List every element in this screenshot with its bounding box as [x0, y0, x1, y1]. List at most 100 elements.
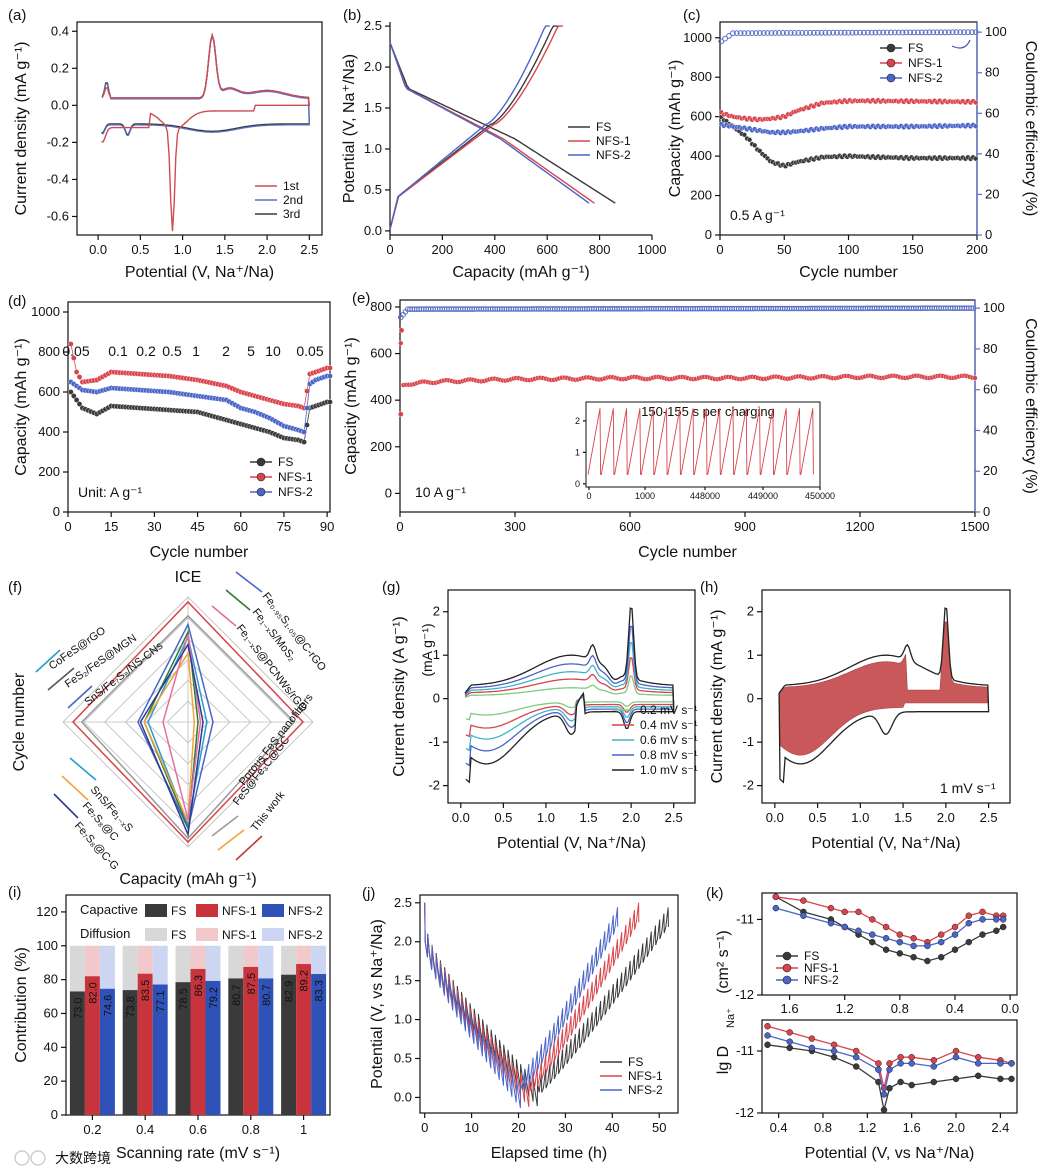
panel-a-y-tick-label: 0.0	[51, 97, 69, 112]
panel-k-top-point-NFS-2	[882, 935, 890, 942]
panel-d-line-FS	[70, 391, 330, 443]
panel-e-y-tick-label: 0	[385, 485, 392, 500]
panel-i-bar-diffusion	[175, 945, 191, 983]
panel-h-y-tick-label: 0	[747, 691, 754, 706]
panel-c-points-CE	[922, 29, 929, 36]
panel-c-points-CE	[849, 29, 856, 36]
panel-e-points-initial	[397, 411, 404, 418]
panel-i-y-tick-label: 40	[44, 1039, 58, 1054]
panel-k-top-point-NFS-1	[979, 908, 986, 916]
panel-b-x-tick-label: 800	[589, 242, 611, 257]
panel-k-top-x-tick-label: 0.4	[946, 1001, 964, 1016]
panel-g-x-tick-label: 0.5	[494, 810, 512, 825]
panel-e-y2-tick-label: 0	[983, 504, 990, 519]
panel-c-y2-tick-label: 40	[985, 146, 999, 161]
panel-k-bot-point-FS	[908, 1081, 915, 1089]
panel-k-top-point-NFS-2	[924, 942, 931, 950]
panel-a-y-tick-label: 0.4	[51, 23, 69, 38]
panel-c-points-CE	[880, 29, 887, 36]
panel-c-y-tick-label: 800	[690, 69, 712, 84]
panel-c-points-CE	[722, 35, 728, 42]
panel-c-letter: (c)	[683, 7, 701, 24]
panel-d-points-FS	[304, 422, 310, 428]
watermark-logo	[14, 1150, 30, 1166]
panel-a-ylabel: Current density (mA g⁻¹)	[13, 42, 30, 216]
panel-i-bar-value: 74.6	[102, 995, 114, 1016]
panel-j-legend-0-label: FS	[628, 1055, 643, 1069]
panel-c-points-CE	[776, 30, 782, 36]
panel-k-bot-point-NFS-2	[886, 1066, 893, 1073]
panel-k-bot-point-FS	[830, 1053, 838, 1061]
panel-j-curve-NFS-2	[424, 902, 619, 1108]
panel-d-points-FS	[301, 439, 307, 445]
panel-i-x-tick-label: 0.6	[189, 1122, 207, 1137]
panel-i-bar-value: 80.7	[231, 984, 243, 1005]
panel-k-top-point-NFS-1	[772, 893, 780, 901]
panel-c-points-CE	[891, 29, 898, 36]
panel-i-bar-value: 80.7	[261, 984, 273, 1005]
panel-c-points-CE	[915, 29, 921, 36]
panel-i-legend-swatch-fade	[196, 928, 218, 941]
panel-g-legend-1-label: 0.4 mV s⁻¹	[640, 718, 698, 732]
panel-e-x-tick-label: 1200	[846, 519, 875, 534]
panel-i-ylabel: Contribution (%)	[13, 947, 30, 1063]
panel-k-top-line-FS	[775, 896, 1004, 962]
panel-c-points-CE	[841, 29, 848, 36]
panel-e-ylabel2: Coulombic efficiency (%)	[1022, 318, 1039, 494]
panel-c-points-CE	[969, 29, 975, 36]
panel-k-top-point-NFS-1	[910, 935, 917, 942]
panel-k-bot-point-NFS-1	[974, 1053, 982, 1061]
panel-c-points-CE	[957, 29, 964, 36]
panel-f-series-2	[137, 622, 214, 831]
panel-g-y-tick-label: -1	[428, 734, 440, 749]
panel-k-top-point-NFS-1	[882, 923, 890, 931]
panel-k-bot-line-NFS-1	[767, 1025, 1012, 1089]
panel-c-points-CE	[726, 33, 732, 39]
panel-b-xlabel: Capacity (mAh g⁻¹)	[452, 264, 589, 281]
panel-k-top-point-NFS-2	[993, 916, 1000, 923]
panel-k-bot-point-NFS-2	[952, 1053, 960, 1061]
panel-i-bar-capacitive	[258, 978, 274, 1115]
panel-j-y-tick-label: 2.5	[394, 895, 412, 910]
panel-g-legend-4-label: 1.0 mV s⁻¹	[640, 763, 698, 777]
panel-k-bot-x-tick-label: 1.6	[903, 1120, 921, 1135]
panel-k-ylabel-unit: (cm² s⁻¹)	[715, 930, 732, 994]
panel-d-legend-1-marker	[256, 472, 266, 482]
panel-b-letter: (b)	[343, 7, 361, 24]
panel-e-ylabel: Capacity (mAh g⁻¹)	[343, 337, 360, 474]
panel-e-inset-title: 150-155 s per charging	[641, 404, 775, 419]
panel-d-y-tick-label: 400	[38, 424, 60, 439]
panel-k-ylabel: lg D	[715, 1046, 732, 1074]
panel-c-points-CE	[780, 30, 786, 36]
panel-a-x-tick-label: 0.5	[131, 242, 149, 257]
panel-b-ylabel: Potential (V, Na⁺/Na)	[341, 54, 358, 203]
panel-c-points-FS	[741, 132, 748, 138]
panel-c-points-CE	[826, 29, 833, 36]
panel-c-y-tick-label: 200	[690, 188, 712, 203]
panel-e-x-tick-label: 300	[504, 519, 526, 534]
panel-c-points-CE	[965, 29, 971, 36]
panel-c-legend-1-marker	[886, 58, 896, 68]
panel-a-x-tick-label: 1.0	[174, 242, 192, 257]
panel-i-bar-capacitive	[175, 982, 191, 1115]
panel-i-y-tick-label: 60	[44, 1005, 58, 1020]
panel-c-y-tick-label: 0	[705, 227, 712, 242]
panel-e-y2-tick-label: 100	[983, 300, 1005, 315]
panel-j-y-tick-label: 0.5	[394, 1051, 412, 1066]
panel-k-bot-point-NFS-1	[875, 1060, 882, 1067]
panel-a-x-tick-label: 2.0	[258, 242, 276, 257]
panel-f-leader	[211, 815, 239, 837]
panel-j-y-tick-label: 1.5	[394, 973, 412, 988]
panel-c-points-CE	[737, 30, 744, 36]
panel-e-points-CE	[970, 305, 977, 312]
panel-a-y-tick-label: -0.4	[47, 171, 69, 186]
panel-k-top-point-NFS-2	[869, 931, 876, 938]
panel-f-leader	[61, 775, 89, 801]
panel-c-points-CE	[814, 29, 821, 36]
panel-d-legend-2-marker	[256, 487, 266, 497]
panel-k-bot-x-tick-label: 2.0	[947, 1120, 965, 1135]
panel-d-points-FS	[73, 397, 80, 403]
panel-k-bot-point-NFS-2	[974, 1060, 982, 1067]
panel-a-y-tick-label: -0.2	[47, 134, 69, 149]
panel-d-rate-label: 2	[222, 343, 230, 359]
